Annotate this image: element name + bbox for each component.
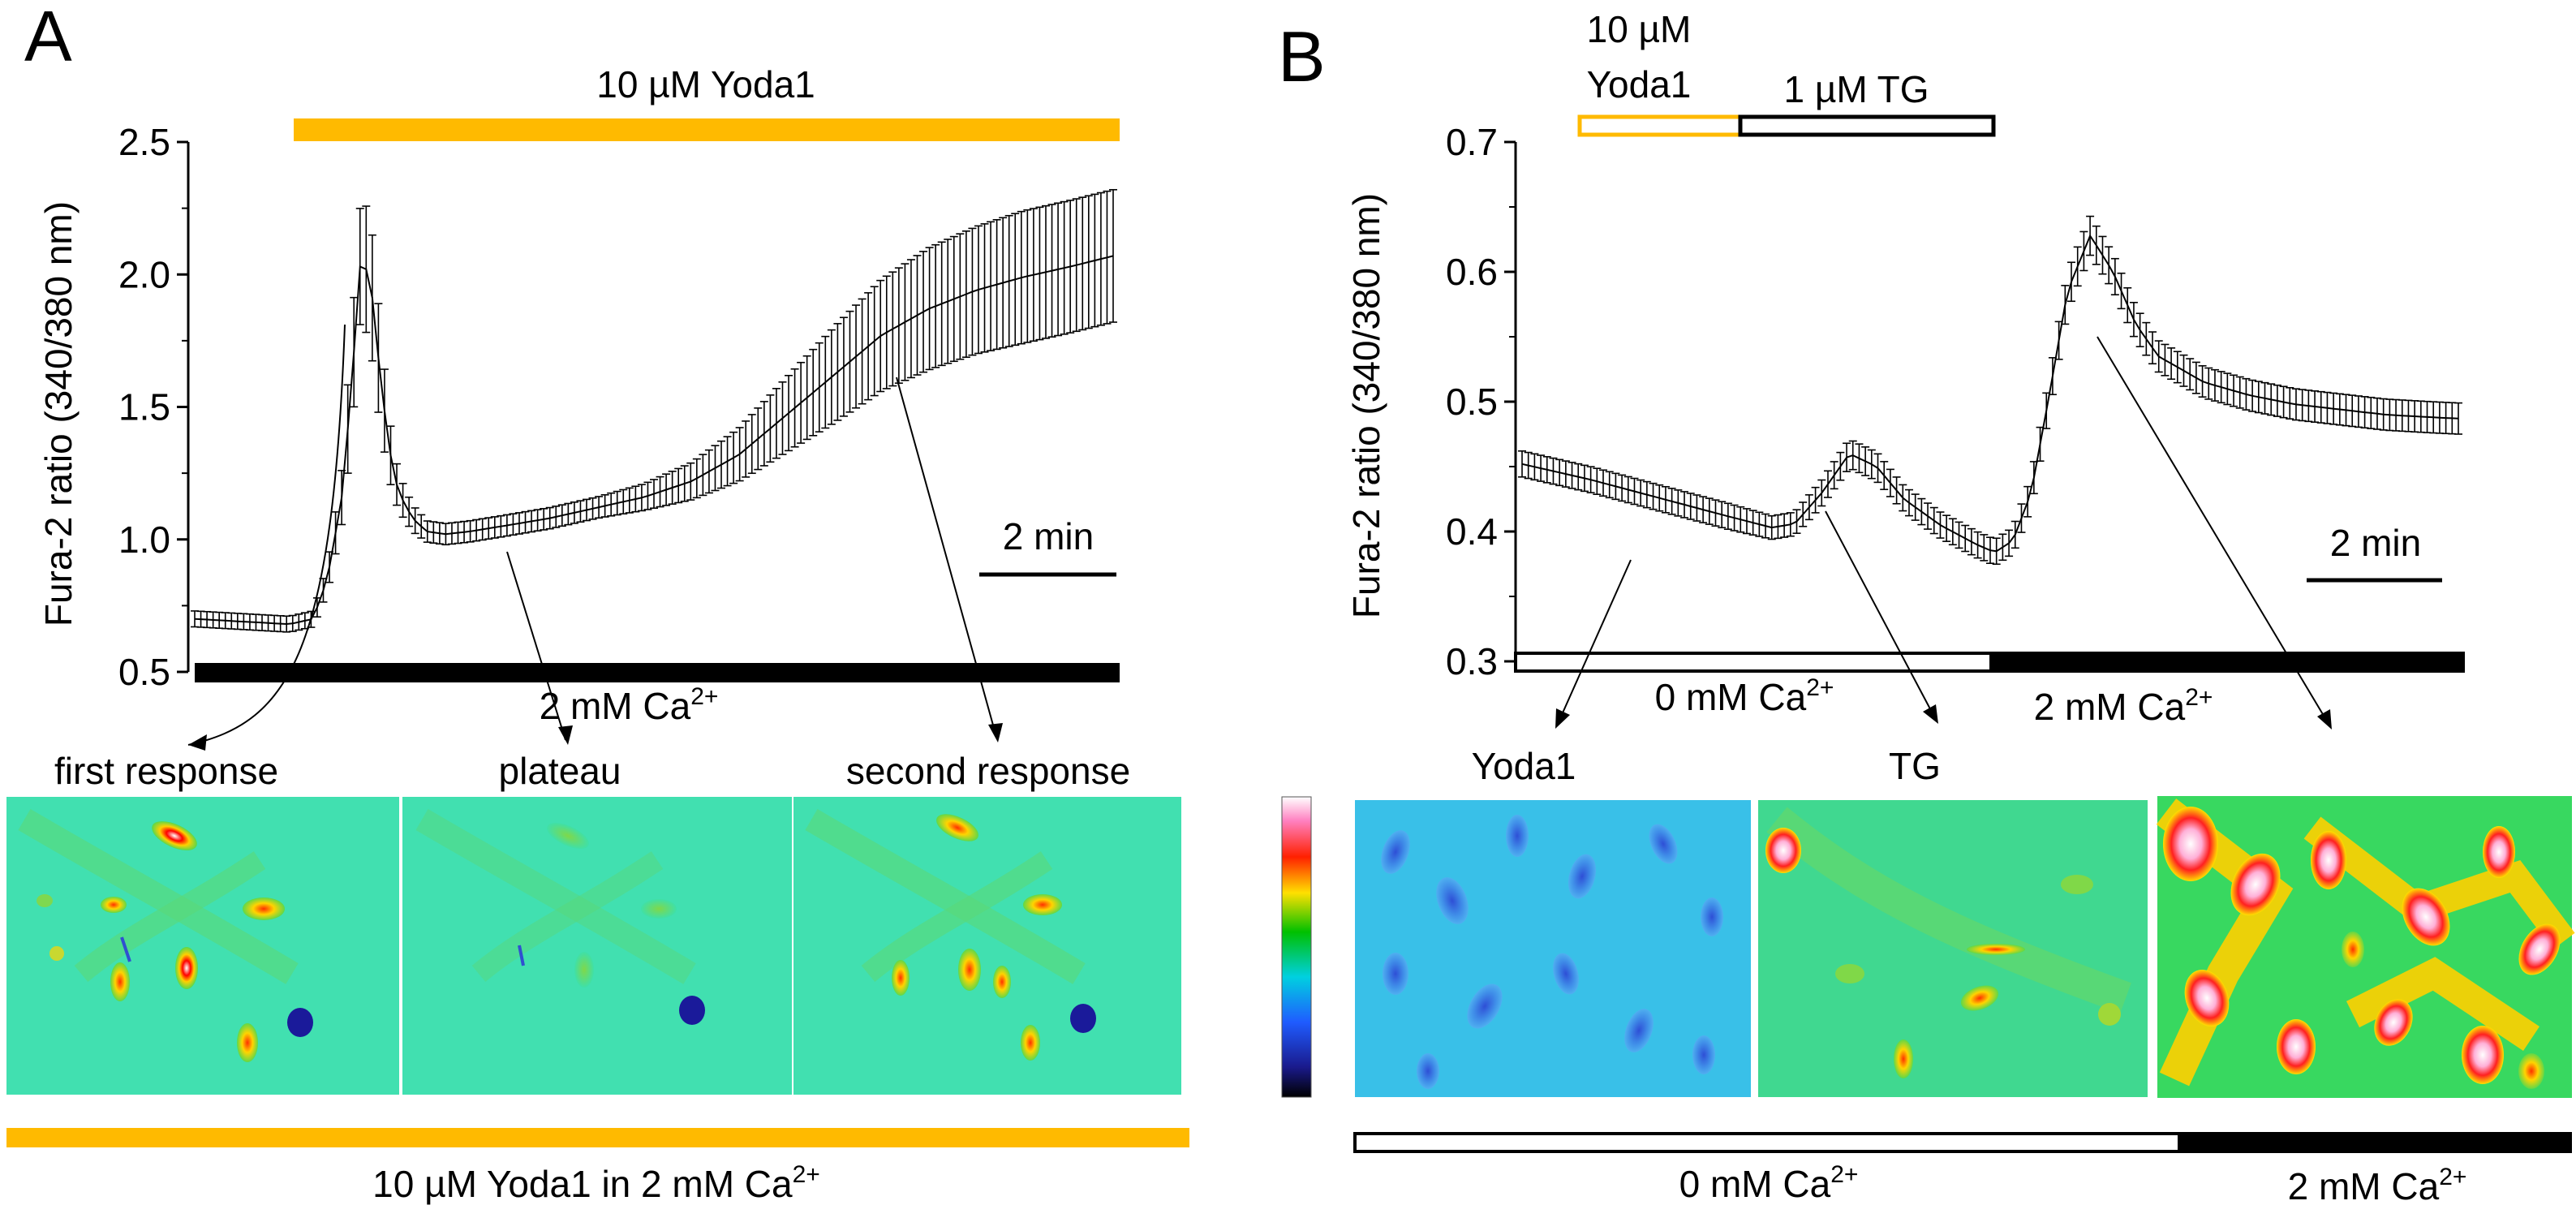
panel-b-callout-yoda1: Yoda1 <box>1472 745 1576 787</box>
panel-b-bottom-ca2-label: 2 mM Ca2+ <box>2288 1164 2467 1207</box>
panel-a-arrowhead <box>558 725 573 745</box>
panel-b-yoda1-label: Yoda1 <box>1587 63 1692 105</box>
panel-a-yoda1-label: 10 µM Yoda1 <box>596 63 815 105</box>
panel-b-arrowhead <box>1555 708 1570 729</box>
y-tick-label: 0.5 <box>118 651 170 693</box>
panel-b-bottom-ca0-label: 0 mM Ca2+ <box>1679 1161 1859 1205</box>
panel-a-scale-label: 2 min <box>1003 515 1094 557</box>
panel-a-bottom-label: 10 µM Yoda1 in 2 mM Ca2+ <box>372 1161 820 1205</box>
panel-b-ca0-label: 0 mM Ca2+ <box>1655 674 1834 718</box>
y-tick-label: 0.4 <box>1446 510 1498 553</box>
panel-b-yoda1-arrow <box>1557 559 1632 725</box>
y-tick-label: 0.3 <box>1446 640 1498 682</box>
panel-a-callout-plateau: plateau <box>499 750 621 792</box>
panel-a-trace <box>191 188 1117 633</box>
panel-b-ca2-label: 2 mM Ca2+ <box>2034 684 2213 728</box>
panel-a-callout-second-response: second response <box>846 750 1130 792</box>
panel-b-tg-arrow <box>1825 510 1936 719</box>
y-tick-label: 2.0 <box>118 253 170 295</box>
panel-a-y-axis: 0.5 1.0 1.5 2.0 2.5 <box>118 121 190 693</box>
panel-a-image-plateau <box>402 797 792 1095</box>
y-tick-label: 1.5 <box>118 386 170 428</box>
series-line <box>194 255 1114 626</box>
panel-b-ca0-bar <box>1514 652 1993 673</box>
panel-a-second-response-arrow <box>896 377 997 738</box>
panel-a-image-second-response <box>793 797 1181 1095</box>
y-tick-label: 0.6 <box>1446 251 1498 293</box>
panel-b-color-scale <box>1281 796 1312 1098</box>
panel-b-ca2-bar <box>1991 652 2465 673</box>
panel-a-ca-bar <box>195 663 1120 682</box>
panel-b-arrowhead <box>1923 704 1938 724</box>
panel-a-letter: A <box>24 0 72 76</box>
panel-a-image-first-response <box>6 797 399 1095</box>
panel-a-bottom-yoda-bar <box>6 1128 1189 1147</box>
y-tick-label: 1.0 <box>118 519 170 561</box>
panel-b-arrowhead <box>2317 709 2332 730</box>
panel-b-image-yoda1 <box>1355 800 1751 1097</box>
y-tick-label: 0.7 <box>1446 121 1498 163</box>
panel-a-y-axis-label: Fura-2 ratio (340/380 nm) <box>37 201 80 626</box>
panel-b-bottom-ca0-bar <box>1353 1132 2181 1153</box>
panel-a-yoda1-bar <box>294 118 1120 141</box>
panel-b-y-axis: 0.3 0.4 0.5 0.6 0.7 <box>1446 121 1517 682</box>
panel-b-image-2mm <box>2156 796 2575 1098</box>
panel-b-tg-label: 1 µM TG <box>1783 68 1929 110</box>
panel-b-y-axis-label: Fura-2 ratio (340/380 nm) <box>1345 193 1387 618</box>
series-line <box>1521 234 2459 553</box>
panel-a-arrowhead <box>988 723 1003 742</box>
panel-a-ca-label: 2 mM Ca2+ <box>540 683 719 727</box>
panel-b-yoda1-conc: 10 µM <box>1587 8 1692 50</box>
panel-a-first-response-arrow <box>187 324 346 746</box>
y-tick-label: 2.5 <box>118 121 170 163</box>
panel-b-trace <box>1518 215 2462 566</box>
panel-b-scale-label: 2 min <box>2330 522 2421 564</box>
panel-a-callout-first-response: first response <box>54 750 278 792</box>
panel-b-callout-tg: TG <box>1889 745 1941 787</box>
panel-b-peak-arrow <box>2096 336 2329 725</box>
panel-b-bottom-ca2-bar <box>2179 1132 2572 1153</box>
panel-b-tg-bar <box>1738 114 1996 137</box>
y-tick-label: 0.5 <box>1446 381 1498 423</box>
panel-a-plateau-arrow <box>506 551 566 741</box>
panel-b-yoda1-bar <box>1577 114 1743 137</box>
panel-b-image-tg <box>1758 800 2148 1097</box>
panel-a-arrowhead <box>188 734 207 751</box>
panel-b-letter: B <box>1278 16 1326 97</box>
